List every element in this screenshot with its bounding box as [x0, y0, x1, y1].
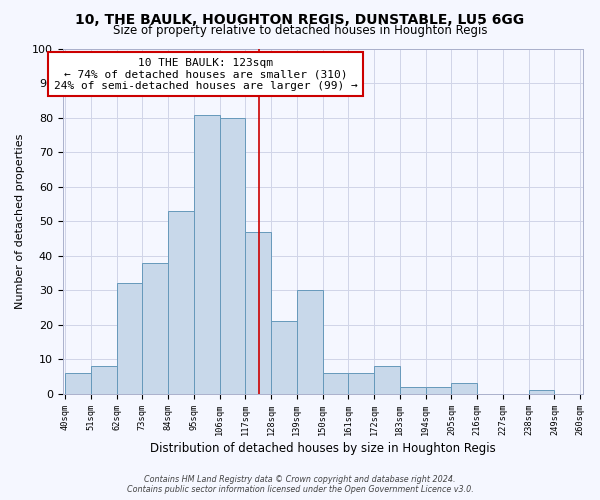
Bar	[116, 284, 142, 394]
Bar	[220, 118, 245, 394]
Bar	[425, 387, 451, 394]
Bar	[529, 390, 554, 394]
Text: Contains HM Land Registry data © Crown copyright and database right 2024.
Contai: Contains HM Land Registry data © Crown c…	[127, 474, 473, 494]
Bar	[168, 211, 194, 394]
Bar	[271, 322, 297, 394]
Text: 10 THE BAULK: 123sqm
← 74% of detached houses are smaller (310)
24% of semi-deta: 10 THE BAULK: 123sqm ← 74% of detached h…	[54, 58, 358, 91]
Text: Size of property relative to detached houses in Houghton Regis: Size of property relative to detached ho…	[113, 24, 487, 37]
Bar	[65, 373, 91, 394]
Text: 10, THE BAULK, HOUGHTON REGIS, DUNSTABLE, LU5 6GG: 10, THE BAULK, HOUGHTON REGIS, DUNSTABLE…	[76, 12, 524, 26]
Bar	[245, 232, 271, 394]
Bar	[451, 384, 477, 394]
Bar	[400, 387, 425, 394]
Bar	[323, 373, 349, 394]
Bar	[297, 290, 323, 394]
Y-axis label: Number of detached properties: Number of detached properties	[15, 134, 25, 309]
Bar	[349, 373, 374, 394]
Bar	[142, 263, 168, 394]
Bar	[194, 114, 220, 394]
X-axis label: Distribution of detached houses by size in Houghton Regis: Distribution of detached houses by size …	[150, 442, 496, 455]
Bar	[374, 366, 400, 394]
Bar	[91, 366, 116, 394]
